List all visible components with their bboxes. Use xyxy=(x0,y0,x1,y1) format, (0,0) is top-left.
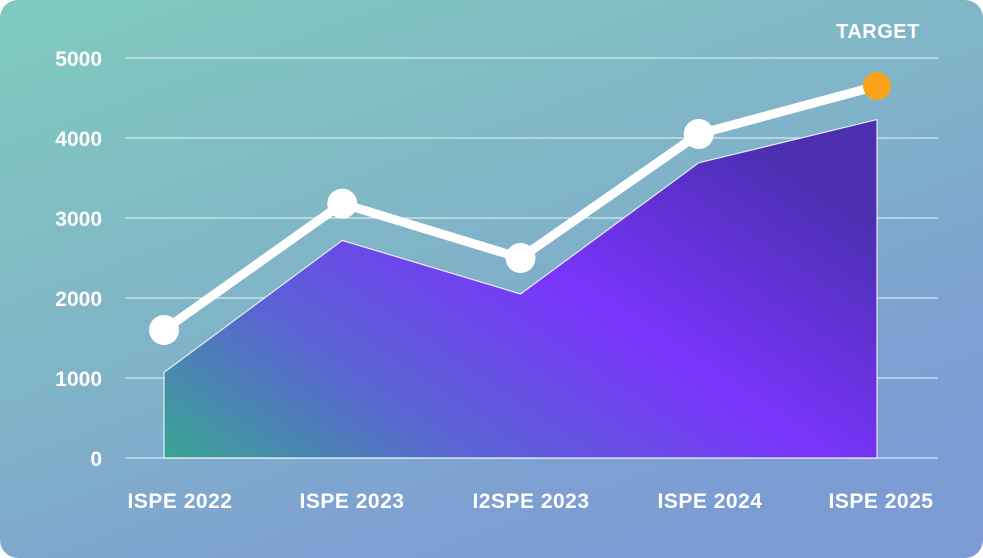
target-label: TARGET xyxy=(836,21,920,43)
y-tick-label: 1000 xyxy=(55,368,102,391)
data-point xyxy=(149,315,179,345)
x-axis-ticks: ISPE 2022 ISPE 2023 I2SPE 2023 ISPE 2024 ISP… xyxy=(128,490,934,513)
target-annotation: TARGET xyxy=(836,21,920,43)
line-points xyxy=(149,72,891,345)
y-axis-ticks: 0 1000 2000 3000 4000 5000 xyxy=(55,48,102,471)
data-point xyxy=(327,188,358,219)
y-tick-label: 0 xyxy=(90,448,102,471)
y-tick-label: 4000 xyxy=(55,128,102,151)
x-tick-label: I2SPE 2023 xyxy=(472,490,589,513)
area-fill xyxy=(163,118,878,459)
area-series xyxy=(163,118,878,459)
x-tick-label: ISPE 2025 xyxy=(829,490,934,513)
y-tick-label: 2000 xyxy=(55,288,102,311)
x-tick-label: ISPE 2023 xyxy=(300,490,405,513)
x-tick-label: ISPE 2024 xyxy=(658,490,763,513)
y-tick-label: 3000 xyxy=(55,208,102,231)
data-point xyxy=(505,243,536,273)
data-point xyxy=(683,119,714,149)
y-tick-label: 5000 xyxy=(55,48,102,71)
x-tick-label: ISPE 2022 xyxy=(128,490,233,513)
target-point xyxy=(863,72,891,100)
